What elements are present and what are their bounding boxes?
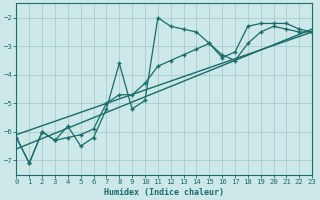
X-axis label: Humidex (Indice chaleur): Humidex (Indice chaleur) [104,188,224,197]
